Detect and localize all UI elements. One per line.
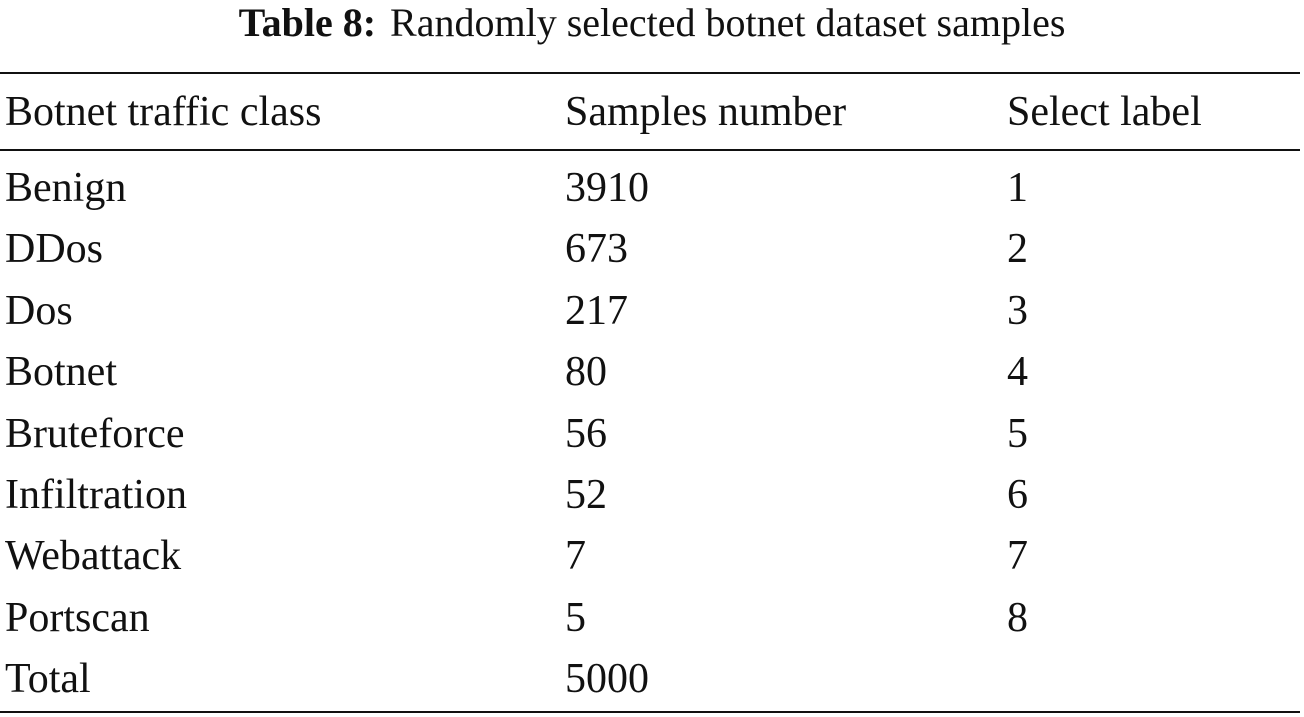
top-rule [0, 72, 1300, 74]
table-cell: Bruteforce [5, 410, 185, 457]
table-cell: 6 [1007, 472, 1028, 518]
header-rule [0, 149, 1300, 151]
table-cell: Dos [5, 287, 73, 334]
table-cell: 5 [1007, 410, 1028, 457]
table-cell: Benign [5, 165, 127, 211]
table-cell: 3910 [565, 165, 649, 211]
caption-label: Table 8: [238, 0, 377, 45]
table-cell: Botnet [5, 349, 117, 396]
table-cell: 7 [565, 533, 586, 580]
header-cell: Samples number [565, 89, 847, 135]
table-cell: Infiltration [5, 472, 187, 518]
table-cell: 2 [1007, 226, 1028, 273]
table-cell: 4 [1007, 349, 1028, 396]
bottom-rule [0, 711, 1300, 713]
header-cell: Botnet traffic class [5, 89, 322, 135]
table-cell: 7 [1007, 533, 1028, 580]
table-cell: Total [5, 656, 91, 703]
table-cell: 56 [565, 410, 607, 457]
table-cell: 217 [565, 287, 628, 334]
table-cell: 1 [1007, 165, 1028, 211]
table-cell: 3 [1007, 287, 1028, 334]
table-cell: 52 [565, 472, 607, 518]
table-cell: DDos [5, 226, 104, 273]
table-caption: Table 8: Randomly selected botnet dataset… [0, 0, 1304, 46]
table-cell: 673 [565, 226, 628, 273]
table-cell: 8 [1007, 594, 1028, 641]
caption-text: Randomly selected botnet dataset samples [390, 0, 1066, 45]
table-cell: 5 [565, 594, 586, 641]
table-cell: 80 [565, 349, 607, 396]
header-cell: Select label [1007, 89, 1202, 135]
table-cell: Portscan [5, 594, 150, 641]
table-cell: 5000 [565, 656, 649, 703]
table-cell: Webattack [5, 533, 182, 580]
